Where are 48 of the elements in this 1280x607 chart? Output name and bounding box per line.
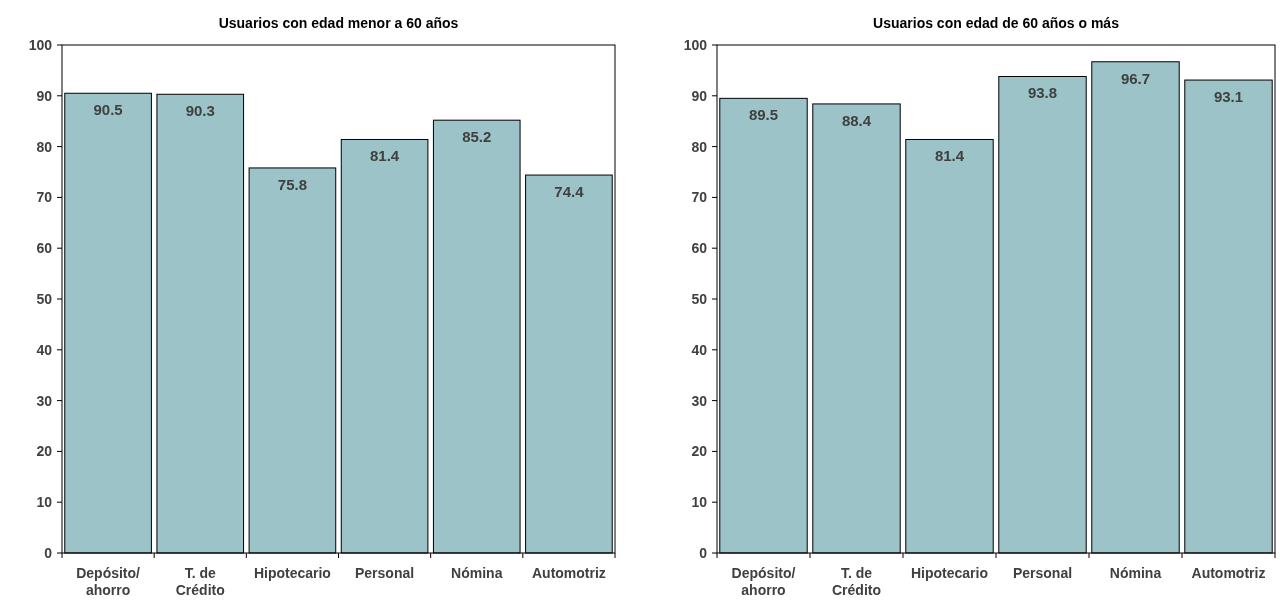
x-tick-label: Automotriz (531, 565, 606, 581)
data-label: 75.8 (277, 175, 308, 193)
y-tick-label: 30 (36, 392, 53, 409)
data-label: 85.2 (462, 128, 492, 146)
data-label: 96.7 (1120, 69, 1151, 87)
x-tick-label: Nómina (451, 565, 503, 581)
y-tick-label: 80 (36, 138, 53, 155)
x-tick-label: T. de Crédito (175, 565, 225, 598)
y-tick-label: 90 (36, 87, 53, 104)
y-tick-label: 80 (691, 138, 708, 155)
y-tick-label: 70 (691, 189, 708, 206)
data-label: 93.8 (1027, 84, 1058, 102)
y-tick-label: 10 (36, 494, 53, 511)
x-tick-label: Depósito/ ahorro (76, 565, 141, 598)
y-tick-label: 0 (44, 544, 53, 561)
y-tick-label: 40 (691, 341, 708, 358)
data-label: 81.4 (934, 147, 965, 165)
chart-title: Usuarios con edad menor a 60 años (218, 15, 459, 31)
y-tick-label: 40 (36, 341, 53, 358)
y-tick-label: 60 (691, 240, 708, 257)
y-tick-label: 20 (691, 443, 708, 460)
x-tick-label: Nómina (1109, 565, 1162, 581)
y-tick-label: 50 (691, 290, 708, 307)
data-label: 88.4 (841, 111, 872, 129)
data-label: 93.1 (1213, 88, 1244, 106)
x-tick-label: Depósito/ ahorro (731, 565, 796, 598)
y-tick-label: 70 (36, 189, 53, 206)
x-tick-label: Hipotecario (253, 565, 331, 581)
x-tick-label: Hipotecario (910, 565, 989, 581)
chart-title: Usuarios con edad de 60 años o más (873, 15, 1120, 31)
x-tick-label: T. de Crédito (832, 565, 881, 598)
x-tick-label: Personal (1012, 565, 1073, 581)
x-tick-label: Personal (355, 565, 415, 581)
y-tick-label: 90 (691, 87, 708, 104)
y-tick-label: 100 (683, 36, 708, 53)
x-tick-label: Automotriz (1191, 565, 1266, 581)
y-tick-label: 0 (699, 544, 708, 561)
y-tick-label: 30 (691, 392, 708, 409)
data-label: 90.3 (185, 102, 215, 120)
data-label: 89.5 (748, 106, 779, 124)
y-tick-label: 60 (36, 240, 53, 257)
y-tick-label: 20 (36, 443, 53, 460)
y-tick-label: 50 (36, 290, 53, 307)
data-label: 74.4 (554, 183, 585, 201)
data-label: 81.4 (369, 147, 400, 165)
y-tick-label: 100 (28, 36, 53, 53)
data-label: 90.5 (93, 101, 123, 119)
y-tick-label: 10 (691, 494, 708, 511)
